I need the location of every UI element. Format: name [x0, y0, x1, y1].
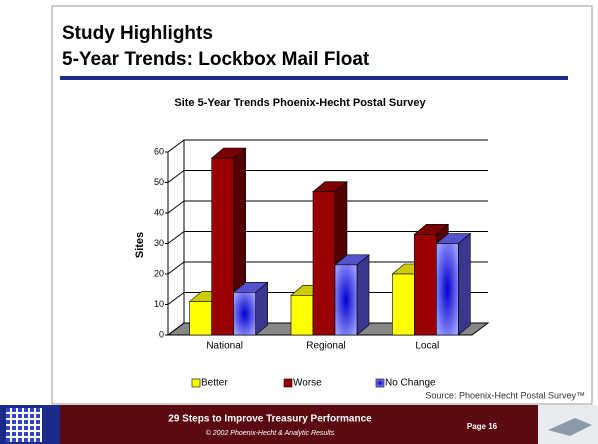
legend-swatch: [283, 378, 293, 388]
slide-subtitle: 5-Year Trends: Lockbox Mail Float: [62, 49, 370, 70]
legend-swatch: [375, 378, 385, 388]
grid-line: [167, 139, 185, 153]
bar: [436, 243, 459, 336]
slide-border: [51, 5, 593, 405]
bar: [211, 157, 234, 336]
y-tick-label: 30: [154, 238, 164, 248]
bar: [334, 264, 358, 336]
bar-side: [356, 254, 370, 336]
grid-line: [167, 231, 185, 244]
chart-title: Site 5-Year Trends Phoenix-Hecht Postal …: [174, 97, 426, 109]
legend-swatch: [191, 378, 201, 388]
footer-bar: [60, 405, 538, 444]
legend-label: Worse: [293, 378, 322, 389]
y-tick-label: 10: [154, 299, 164, 309]
bar: [290, 295, 314, 336]
bar: [312, 191, 336, 336]
footer-copyright: © 2002 Phoenix-Hecht & Analytic Results: [206, 429, 335, 437]
grid-line: [167, 322, 185, 336]
y-tick-label: 0: [159, 329, 164, 339]
grid-line: [167, 261, 185, 275]
grid-line: [167, 200, 185, 214]
y-tick-label: 60: [154, 146, 164, 156]
x-tick-label: Regional: [306, 341, 345, 352]
legend-label: Better: [201, 378, 228, 389]
title-rule: [60, 76, 568, 80]
grid-line: [167, 170, 185, 183]
source-note: Source: Phoenix-Hecht Postal Survey™: [425, 390, 585, 400]
y-tick-label: 50: [154, 177, 164, 187]
bar-side: [458, 232, 471, 336]
footer-image-shape: [548, 418, 592, 436]
x-tick-label: National: [206, 341, 243, 352]
y-axis-label: Sites: [134, 232, 146, 258]
slide-title: Study Highlights: [62, 23, 213, 44]
grid-line: [167, 292, 185, 305]
bar: [233, 291, 256, 336]
legend-label: No Change: [385, 378, 436, 389]
footer-title: 29 Steps to Improve Treasury Performance: [168, 414, 372, 425]
y-tick-label: 40: [154, 207, 164, 217]
footer-icon: [6, 408, 42, 442]
x-tick-label: Local: [415, 341, 439, 352]
bar: [189, 301, 212, 336]
bar: [392, 273, 415, 336]
bar: [414, 234, 437, 336]
y-tick-label: 20: [154, 268, 164, 278]
page-number: Page 16: [467, 422, 498, 431]
